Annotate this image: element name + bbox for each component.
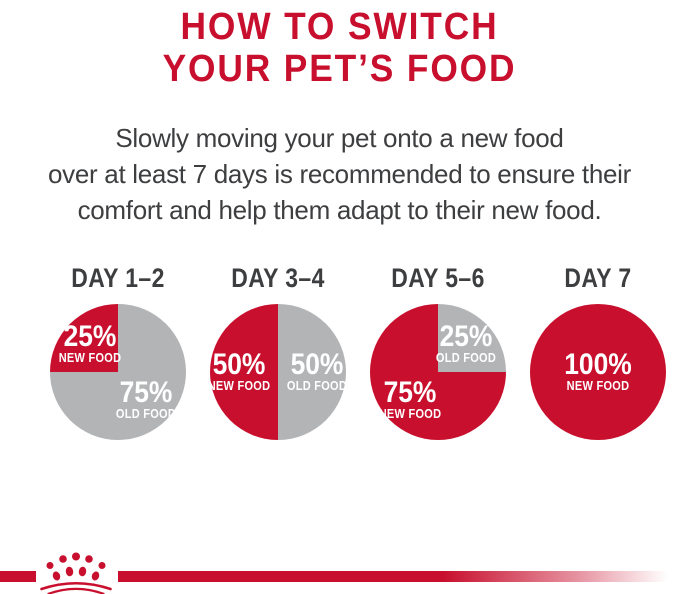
chart-day-7: DAY 7 100% NEW FOOD <box>518 263 678 440</box>
day-range-label: DAY 5–6 <box>391 263 485 293</box>
pie-slice-label: 25% OLD FOOD <box>435 320 496 366</box>
intro-text: Slowly moving your pet onto a new food o… <box>0 120 679 228</box>
pie-slice-label: 100% NEW FOOD <box>564 348 632 394</box>
day-range-label: DAY 1–2 <box>71 263 165 293</box>
pie-chart-day-1-2: 75% OLD FOOD 25% NEW FOOD <box>50 304 186 440</box>
intro-line-1: Slowly moving your pet onto a new food <box>115 123 564 153</box>
pie-slice-label: 50% OLD FOOD <box>287 348 348 394</box>
slice-food-type: NEW FOOD <box>378 406 442 421</box>
pie-slice-label: 25% NEW FOOD <box>58 320 122 366</box>
title-line-2: YOUR PET’S FOOD <box>162 48 517 90</box>
royal-canin-crown-logo <box>40 552 112 594</box>
pie-slice-label: 50% NEW FOOD <box>207 348 270 394</box>
chart-day-5-6: DAY 5–6 25% OLD FOOD 75% NEW FOOD <box>358 263 518 440</box>
pie-chart-day-3-4: 50% OLD FOOD 50% NEW FOOD <box>207 304 348 440</box>
slice-food-type: NEW FOOD <box>566 379 630 393</box>
pie-slice-label: 75% NEW FOOD <box>378 375 442 421</box>
slice-food-type: NEW FOOD <box>207 379 270 393</box>
slice-percentage: 75% <box>383 375 437 409</box>
pie-chart-day-5-6: 25% OLD FOOD 75% NEW FOOD <box>370 304 506 440</box>
intro-line-2: over at least 7 days is recommended to e… <box>47 159 631 189</box>
pie-chart-row: DAY 1–2 75% OLD FOOD 25% NEW FOOD DAY 3–4 5… <box>38 263 678 440</box>
chart-day-3-4: DAY 3–4 50% OLD FOOD 50% NEW FOOD <box>198 263 358 440</box>
day-range-label: DAY 7 <box>564 263 632 293</box>
pie-chart-day-7: 100% NEW FOOD <box>530 304 666 440</box>
slice-percentage: 75% <box>119 375 173 409</box>
chart-day-1-2: DAY 1–2 75% OLD FOOD 25% NEW FOOD <box>38 263 198 440</box>
pie-slice-label: 75% OLD FOOD <box>115 375 176 421</box>
footer-rule-left <box>0 571 36 582</box>
intro-line-3: comfort and help them adapt to their new… <box>77 195 602 225</box>
slice-percentage: 50% <box>212 348 265 381</box>
slice-percentage: 50% <box>291 348 344 381</box>
slice-percentage: 100% <box>564 348 632 381</box>
slice-food-type: NEW FOOD <box>58 351 122 366</box>
page-title: HOW TO SWITCH YOUR PET’S FOOD <box>24 6 655 90</box>
slice-food-type: OLD FOOD <box>115 406 176 421</box>
slice-food-type: OLD FOOD <box>435 351 496 366</box>
footer-rule-right <box>118 571 679 582</box>
day-range-label: DAY 3–4 <box>231 263 325 293</box>
slice-food-type: OLD FOOD <box>287 379 348 393</box>
title-line-1: HOW TO SWITCH <box>180 6 499 48</box>
slice-percentage: 25% <box>439 320 493 354</box>
slice-percentage: 25% <box>63 320 117 354</box>
